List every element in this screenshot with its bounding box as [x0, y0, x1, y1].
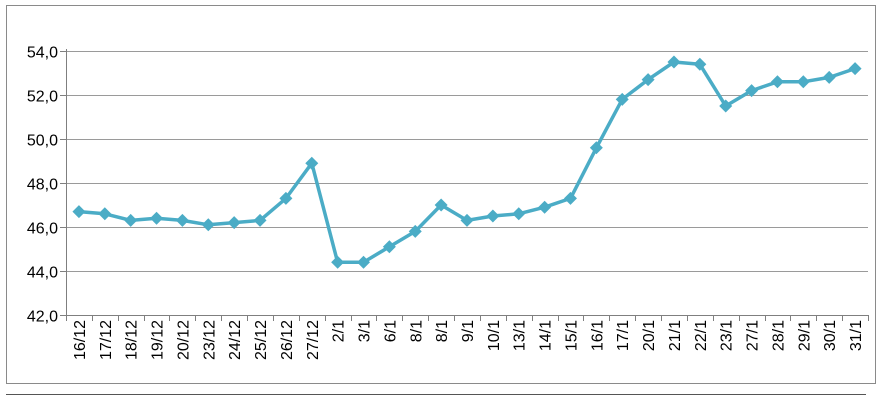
- x-tick-label: 13/1: [512, 320, 529, 351]
- x-tick-label: 16/12: [72, 320, 89, 360]
- x-tick-label: 17/1: [615, 320, 632, 351]
- x-tick-label: 10/1: [486, 320, 503, 351]
- series-line: [72, 55, 862, 269]
- x-tick-label: 17/12: [98, 320, 115, 360]
- x-tick-label: 24/12: [227, 320, 244, 360]
- data-point-marker: [150, 211, 164, 225]
- x-tick-label: 20/1: [641, 320, 658, 351]
- x-tick-label: 20/12: [175, 320, 192, 360]
- y-tick-label: 48,0: [27, 177, 58, 194]
- x-tick-label: 27/1: [745, 320, 762, 351]
- x-tick-label: 8/1: [434, 320, 451, 342]
- x-tick-label: 9/1: [460, 320, 477, 342]
- data-point-marker: [796, 75, 810, 89]
- axes: [60, 49, 869, 321]
- x-tick-label: 8/1: [408, 320, 425, 342]
- y-tick-label: 52,0: [27, 89, 58, 106]
- data-point-marker: [770, 75, 784, 89]
- x-tick-label: 25/12: [253, 320, 270, 360]
- x-tick-label: 28/1: [770, 320, 787, 351]
- x-tick-label: 14/1: [538, 320, 555, 351]
- y-tick-label: 50,0: [27, 133, 58, 150]
- x-tick-label: 29/1: [796, 320, 813, 351]
- data-point-marker: [253, 213, 267, 227]
- data-point-marker: [719, 99, 733, 113]
- data-point-marker: [201, 218, 215, 232]
- data-point-marker: [641, 73, 655, 87]
- x-tick-label: 6/1: [382, 320, 399, 342]
- data-point-marker: [822, 70, 836, 84]
- data-point-marker: [460, 213, 474, 227]
- data-point-marker: [408, 224, 422, 238]
- x-tick-label: 19/12: [150, 320, 167, 360]
- data-point-marker: [434, 198, 448, 212]
- data-point-marker: [305, 156, 319, 170]
- data-point-marker: [357, 255, 371, 269]
- x-tick-label: 23/1: [719, 320, 736, 351]
- y-tick-labels: 42,0 44,0 46,0 48,0 50,0 52,0 54,0: [27, 45, 58, 326]
- data-point-marker: [279, 191, 293, 205]
- data-point-marker: [667, 55, 681, 69]
- y-tick-label: 46,0: [27, 221, 58, 238]
- x-tick-label: 21/1: [667, 320, 684, 351]
- data-point-marker: [227, 216, 241, 230]
- data-point-marker: [486, 209, 500, 223]
- x-tick-label: 30/1: [822, 320, 839, 351]
- x-tick-label: 22/1: [693, 320, 710, 351]
- data-point-marker: [175, 213, 189, 227]
- y-tick-label: 44,0: [27, 265, 58, 282]
- data-point-marker: [538, 200, 552, 214]
- data-point-marker: [745, 84, 759, 98]
- data-point-marker: [98, 207, 112, 221]
- data-point-marker: [693, 57, 707, 71]
- data-point-marker: [382, 240, 396, 254]
- x-tick-label: 27/12: [305, 320, 322, 360]
- x-tick-label: 23/12: [201, 320, 218, 360]
- x-tick-labels: 16/12 17/12 18/12 19/12 20/12 23/12 24/12 25/12…: [72, 320, 865, 360]
- y-tick-label: 42,0: [27, 309, 58, 326]
- chart-frame: [6, 5, 876, 384]
- x-tick-label: 31/1: [848, 320, 865, 351]
- x-tick-label: 18/12: [124, 320, 141, 360]
- x-tick-label: 26/12: [279, 320, 296, 360]
- data-point-marker: [848, 62, 862, 76]
- x-tick-label: 3/1: [357, 320, 374, 342]
- data-point-marker: [589, 141, 603, 155]
- y-tick-label: 54,0: [27, 45, 58, 62]
- data-point-marker: [563, 191, 577, 205]
- x-tick-label: 16/1: [589, 320, 606, 351]
- x-tick-label: 2/1: [331, 320, 348, 342]
- data-point-marker: [124, 213, 138, 227]
- data-point-marker: [331, 255, 345, 269]
- data-point-marker: [615, 92, 629, 106]
- x-tick-label: 15/1: [563, 320, 580, 351]
- data-point-marker: [512, 207, 526, 221]
- data-point-marker: [72, 205, 86, 219]
